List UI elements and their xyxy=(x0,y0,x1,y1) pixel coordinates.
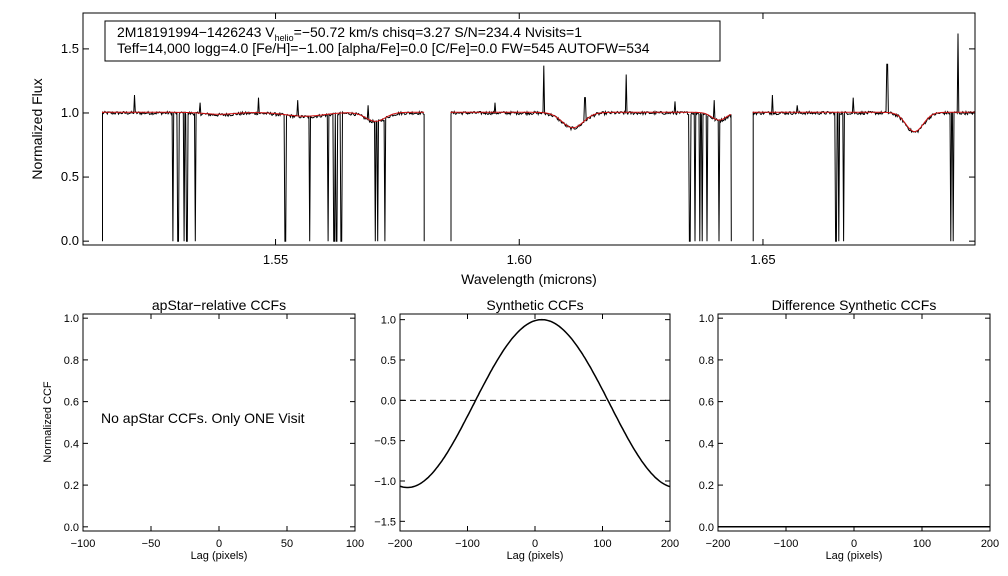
synthetic-ccf-title: Synthetic CCFs xyxy=(486,297,583,313)
apstar-ccf-y-tick-label: 0.4 xyxy=(64,438,79,450)
spectrum-x-tick-label: 1.60 xyxy=(507,252,532,267)
synthetic-ccf-y-tick-label: −1.5 xyxy=(374,516,396,528)
synthetic-ccf-x-tick-label: −200 xyxy=(388,538,413,550)
apstar-ccf-no-data-message: No apStar CCFs. Only ONE Visit xyxy=(101,410,305,426)
spectrum-plot-area xyxy=(82,12,976,246)
difference-ccf-x-tick-label: 0 xyxy=(851,538,857,550)
spectrum-y-tick-label: 0.0 xyxy=(61,233,79,248)
header-line1: 2M18191994−1426243 Vhelio=−50.72 km/s ch… xyxy=(117,24,582,43)
header-line2: Teff=14,000 logg=4.0 [Fe/H]=−1.00 [alpha… xyxy=(117,40,650,56)
spectrum-y-tick-label: 1.5 xyxy=(61,41,79,56)
spectrum-y-tick-label: 0.5 xyxy=(61,169,79,184)
synthetic-ccf-x-tick-label: 200 xyxy=(661,538,679,550)
header-fit-stats: =−50.72 km/s chisq=3.27 S/N=234.4 Nvisit… xyxy=(294,24,583,40)
model-spectrum-line xyxy=(102,111,975,133)
synthetic-ccf-y-tick-label: −0.5 xyxy=(374,436,396,448)
spectrum-x-tick-label: 1.65 xyxy=(750,252,775,267)
difference-ccf-y-tick-label: 1.0 xyxy=(699,313,714,325)
spectrum-y-tick-label: 1.0 xyxy=(61,105,79,120)
synthetic-ccf-y-tick-label: 0.0 xyxy=(381,395,396,407)
synthetic-ccf-x-tick-label: −100 xyxy=(455,538,480,550)
synthetic-ccf-y-tick-label: 1.0 xyxy=(381,315,396,327)
header-vhelio-subscript: helio xyxy=(275,33,294,43)
synthetic-ccf-y-tick-label: 0.5 xyxy=(381,355,396,367)
apstar-ccf-x-tick-label: −100 xyxy=(71,538,96,550)
spectrum-axes: 1.55 1.60 1.65 0.0 0.5 1.0 1.5 xyxy=(61,13,975,267)
synthetic-ccf-panel: −200 −100 0 100 200 −1.5 −1.0 −0.5 0.0 0.5 1.0 Syn… xyxy=(374,297,679,562)
spectrum-y-axis-label: Normalized Flux xyxy=(29,78,45,179)
synthetic-ccf-curve xyxy=(399,318,671,489)
difference-ccf-frame xyxy=(717,313,991,532)
apstar-ccf-x-tick-label: −50 xyxy=(142,538,161,550)
spectrum-x-tick-label: 1.55 xyxy=(263,252,288,267)
difference-ccf-y-tick-label: 0.4 xyxy=(699,438,714,450)
spectrum-header-box: 2M18191994−1426243 Vhelio=−50.72 km/s ch… xyxy=(104,20,721,62)
difference-ccf-y-tick-label: 0.0 xyxy=(699,522,714,534)
apstar-ccf-title: apStar−relative CCFs xyxy=(152,297,286,313)
apstar-ccf-axes: −100 −50 0 50 100 0.0 0.2 0.4 0.6 0.8 1.0 xyxy=(64,313,364,550)
spectrum-panel: 1.55 1.60 1.65 0.0 0.5 1.0 1.5 2M18191994−1426… xyxy=(29,12,976,287)
spectrum-x-axis-label: Wavelength (microns) xyxy=(461,271,597,287)
apstar-ccf-x-axis-label: Lag (pixels) xyxy=(191,550,248,562)
apstar-ccf-x-tick-label: 0 xyxy=(216,538,222,550)
apstar-ccf-panel: −100 −50 0 50 100 0.0 0.2 0.4 0.6 0.8 1.0 apStar−r… xyxy=(42,297,364,562)
observed-spectrum-line xyxy=(102,33,976,242)
apstar-ccf-y-tick-label: 1.0 xyxy=(64,313,79,325)
synthetic-ccf-x-tick-label: 100 xyxy=(593,538,611,550)
synthetic-ccf-y-tick-label: −1.0 xyxy=(374,476,396,488)
synthetic-ccf-x-axis-label: Lag (pixels) xyxy=(507,550,564,562)
difference-ccf-y-tick-label: 0.8 xyxy=(699,355,714,367)
difference-ccf-x-tick-label: −100 xyxy=(774,538,799,550)
difference-ccf-panel: −200 −100 0 100 200 0.0 0.2 0.4 0.6 0.8 1.0 Differ… xyxy=(699,297,999,562)
apstar-ccf-y-tick-label: 0.2 xyxy=(64,480,79,492)
apstar-ccf-y-tick-label: 0.0 xyxy=(64,522,79,534)
difference-ccf-axes: −200 −100 0 100 200 0.0 0.2 0.4 0.6 0.8 1.0 xyxy=(699,313,999,550)
apstar-ccf-y-tick-label: 0.8 xyxy=(64,355,79,367)
synthetic-ccf-frame xyxy=(399,313,671,532)
difference-ccf-y-tick-label: 0.6 xyxy=(699,397,714,409)
difference-ccf-x-tick-label: 100 xyxy=(913,538,931,550)
synthetic-ccf-axes: −200 −100 0 100 200 −1.5 −1.0 −0.5 0.0 0.5 1.0 xyxy=(374,314,679,550)
header-star-id: 2M18191994−1426243 V xyxy=(117,24,275,40)
apstar-ccf-y-tick-label: 0.6 xyxy=(64,397,79,409)
difference-ccf-x-tick-label: −200 xyxy=(706,538,731,550)
difference-ccf-y-tick-label: 0.2 xyxy=(699,480,714,492)
difference-ccf-title: Difference Synthetic CCFs xyxy=(772,297,937,313)
difference-ccf-x-axis-label: Lag (pixels) xyxy=(826,550,883,562)
apstar-ccf-y-axis-label: Normalized CCF xyxy=(42,381,54,463)
apstar-ccf-x-tick-label: 50 xyxy=(281,538,293,550)
header-box-frame xyxy=(104,20,721,62)
apstar-ccf-x-tick-label: 100 xyxy=(346,538,364,550)
difference-ccf-x-tick-label: 200 xyxy=(981,538,999,550)
synthetic-ccf-x-tick-label: 0 xyxy=(532,538,538,550)
